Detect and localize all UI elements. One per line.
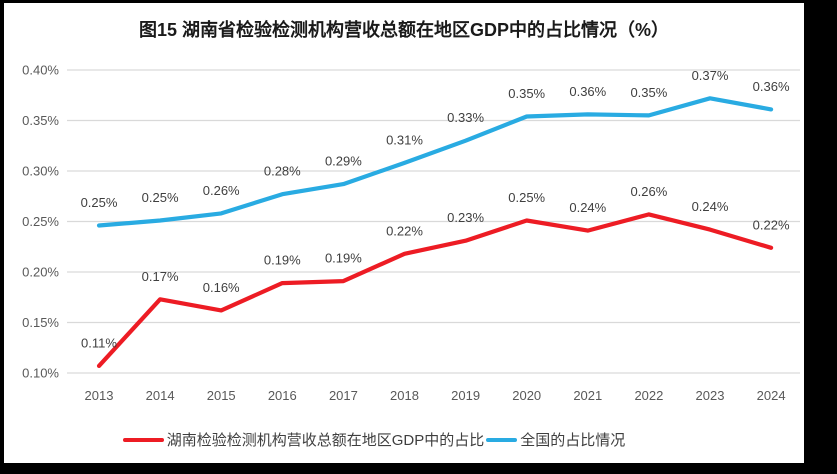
x-axis-tick-label: 2023 <box>696 388 725 403</box>
y-axis-tick-label: 0.15% <box>22 315 59 330</box>
data-label: 0.29% <box>325 154 362 169</box>
data-label: 0.25% <box>508 190 545 205</box>
x-axis-tick-label: 2020 <box>512 388 541 403</box>
x-axis-tick-label: 2024 <box>757 388 786 403</box>
data-label: 0.19% <box>264 253 301 268</box>
x-axis-tick-label: 2015 <box>207 388 236 403</box>
data-label: 0.28% <box>264 164 301 179</box>
legend-line-swatch <box>122 437 164 442</box>
data-label: 0.24% <box>569 200 606 215</box>
data-label: 0.26% <box>630 184 667 199</box>
data-label: 0.35% <box>508 86 545 101</box>
y-axis-tick-label: 0.40% <box>22 63 59 78</box>
data-label: 0.37% <box>692 68 729 83</box>
data-label: 0.22% <box>753 217 790 232</box>
y-axis-tick-label: 0.10% <box>22 366 59 381</box>
x-axis-tick-label: 2018 <box>390 388 419 403</box>
data-label: 0.22% <box>386 223 423 238</box>
chart-svg: 0.40% 0.35% 0.30% 0.25% 0.20% 0.15% 0.10% 2013 2… <box>22 63 800 403</box>
data-label: 0.19% <box>325 251 362 266</box>
x-axis-tick-label: 2019 <box>451 388 480 403</box>
legend-item: 湖南检验检测机构营收总额在地区GDP中的占比 <box>122 429 485 450</box>
data-label: 0.25% <box>142 190 179 205</box>
data-label: 0.36% <box>569 84 606 99</box>
data-label: 0.25% <box>81 195 118 210</box>
series-line-hunan <box>96 212 774 368</box>
data-label: 0.35% <box>630 85 667 100</box>
data-label: 0.17% <box>142 269 179 284</box>
chart-panel: 图15 湖南省检验检测机构营收总额在地区GDP中的占比情况（%） 0.40% 0.… <box>4 3 804 463</box>
data-label: 0.33% <box>447 110 484 125</box>
data-label: 0.36% <box>753 79 790 94</box>
data-label: 0.31% <box>386 132 423 147</box>
chart-title: 图15 湖南省检验检测机构营收总额在地区GDP中的占比情况（%） <box>138 20 670 40</box>
y-axis-tick-label: 0.25% <box>22 214 59 229</box>
y-axis-tick-label: 0.20% <box>22 265 59 280</box>
data-label: 0.11% <box>81 335 117 350</box>
legend-label: 全国的占比情况 <box>520 432 626 449</box>
data-label: 0.26% <box>203 183 240 198</box>
x-axis-tick-label: 2013 <box>85 388 114 403</box>
x-axis-tick-label: 2014 <box>146 388 175 403</box>
x-axis-tick-label: 2022 <box>634 388 663 403</box>
legend-item: 全国的占比情况 <box>486 429 625 450</box>
data-label: 0.23% <box>447 210 484 225</box>
data-label: 0.24% <box>692 199 729 214</box>
data-label: 0.16% <box>203 280 240 295</box>
x-axis-tick-label: 2017 <box>329 388 358 403</box>
x-axis-tick-label: 2016 <box>268 388 297 403</box>
x-axis-tick-label: 2021 <box>573 388 602 403</box>
y-axis-tick-label: 0.35% <box>22 113 59 128</box>
legend: 湖南检验检测机构营收总额在地区GDP中的占比 全国的占比情况 <box>0 429 774 450</box>
legend-label: 湖南检验检测机构营收总额在地区GDP中的占比 <box>166 432 485 449</box>
series-line-national <box>96 96 774 228</box>
y-axis-tick-label: 0.30% <box>22 164 59 179</box>
legend-line-swatch <box>486 437 518 442</box>
